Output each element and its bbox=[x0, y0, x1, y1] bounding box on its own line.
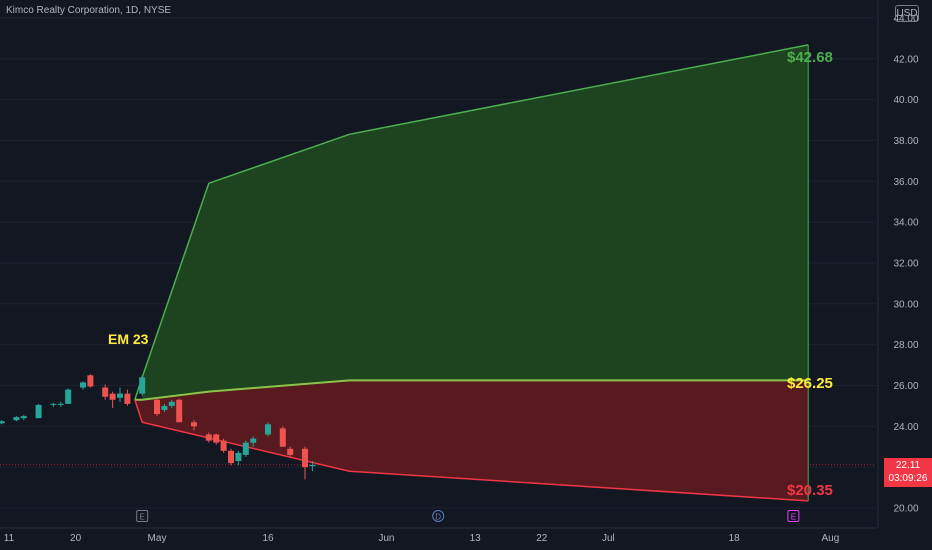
candle-body bbox=[124, 393, 131, 404]
event-marker-label: D bbox=[435, 513, 441, 522]
x-tick-label: 11 bbox=[4, 533, 15, 544]
last-price: 22.11 bbox=[895, 460, 921, 471]
lower-target-label: $20.35 bbox=[787, 482, 833, 499]
time-axis: 11 20 May 16 Jun 13 22 Jul 18 Aug bbox=[0, 527, 876, 544]
y-tick-label: 40.00 bbox=[893, 95, 918, 106]
candle-body bbox=[205, 434, 212, 441]
y-tick-label: 32.00 bbox=[893, 258, 918, 269]
candle-body bbox=[35, 404, 42, 419]
candle-body bbox=[154, 399, 160, 415]
candle-body bbox=[117, 393, 123, 398]
x-tick-label: May bbox=[148, 533, 167, 544]
candle-body bbox=[242, 442, 249, 455]
mid-edge-line bbox=[134, 379, 809, 401]
x-tick-label: 13 bbox=[470, 533, 482, 544]
candle-body bbox=[13, 417, 20, 421]
candle-body bbox=[50, 403, 57, 405]
candle-body bbox=[213, 434, 220, 443]
candle-body bbox=[191, 422, 197, 427]
event-marker-label: E bbox=[140, 513, 145, 522]
event-marker: E bbox=[787, 510, 800, 522]
event-marker: D bbox=[432, 510, 445, 522]
candle-body bbox=[279, 428, 286, 447]
earnings-marker-shape bbox=[787, 510, 800, 522]
candle-body bbox=[102, 387, 109, 397]
expected-move-zones bbox=[134, 44, 809, 502]
earnings-marker-shape bbox=[136, 510, 149, 522]
candle-body bbox=[265, 424, 271, 435]
currency-button[interactable]: USD bbox=[895, 5, 919, 22]
candle-body bbox=[80, 382, 86, 388]
candle-body bbox=[139, 377, 146, 394]
x-tick-label: Jun bbox=[378, 533, 394, 544]
x-tick-label: 20 bbox=[70, 533, 82, 544]
candle-body bbox=[228, 450, 234, 464]
candle-body bbox=[20, 416, 27, 419]
em-label: EM 23 bbox=[108, 331, 149, 347]
price-axis: 20.0022.0024.0026.0028.0030.0032.0034.00… bbox=[877, 0, 919, 528]
y-tick-label: 26.00 bbox=[893, 381, 918, 392]
candle-body bbox=[87, 375, 94, 387]
candle-body bbox=[309, 464, 316, 467]
dividend-marker-shape bbox=[432, 510, 445, 522]
y-tick-label: 36.00 bbox=[893, 177, 918, 188]
candle-body bbox=[287, 448, 294, 455]
candle-body bbox=[168, 401, 175, 406]
annotations: EM 23 $42.68 $26.25 $20.35 E D E bbox=[108, 49, 833, 522]
x-tick-label: 18 bbox=[729, 533, 741, 544]
downside-zone bbox=[134, 380, 809, 501]
upside-zone bbox=[142, 44, 809, 400]
y-tick-label: 38.00 bbox=[893, 136, 918, 147]
candle-body bbox=[109, 393, 116, 400]
x-tick-label: Aug bbox=[822, 533, 840, 544]
chart-title: Kimco Realty Corporation, 1D, NYSE bbox=[6, 5, 172, 16]
candle-body bbox=[235, 452, 242, 462]
upper-target-label: $42.68 bbox=[787, 49, 833, 66]
last-price-tag: 22.11 03:09:26 bbox=[884, 458, 932, 487]
y-tick-label: 24.00 bbox=[893, 422, 918, 433]
candle-body bbox=[250, 438, 257, 443]
candle-body bbox=[302, 448, 308, 468]
candle-body bbox=[57, 403, 64, 405]
bar-countdown: 03:09:26 bbox=[888, 473, 928, 484]
candle-body bbox=[0, 421, 5, 424]
y-tick-label: 34.00 bbox=[893, 218, 918, 229]
event-marker: E bbox=[136, 510, 149, 522]
y-tick-label: 20.00 bbox=[893, 504, 918, 515]
y-tick-label: 28.00 bbox=[893, 340, 918, 351]
x-tick-label: 22 bbox=[536, 533, 548, 544]
x-tick-label: 16 bbox=[262, 533, 274, 544]
y-tick-label: 44.00 bbox=[893, 13, 918, 24]
y-tick-label: 42.00 bbox=[893, 54, 918, 65]
candle-body bbox=[65, 389, 72, 404]
candle-body bbox=[220, 440, 227, 451]
candle-body bbox=[176, 399, 183, 423]
candles bbox=[0, 374, 316, 480]
x-tick-label: Jul bbox=[602, 533, 615, 544]
y-tick-label: 30.00 bbox=[893, 299, 918, 310]
candle-body bbox=[161, 405, 168, 410]
mid-target-label: $26.25 bbox=[787, 375, 833, 392]
event-marker-label: E bbox=[791, 513, 796, 522]
